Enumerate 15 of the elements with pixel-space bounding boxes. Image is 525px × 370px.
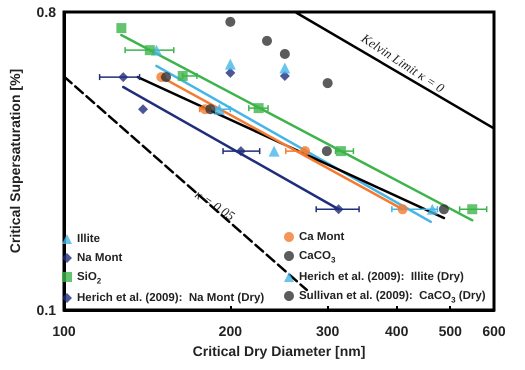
x-tick-label: 300 (316, 323, 340, 339)
legend-label: Ca Mont (299, 231, 345, 243)
x-tick-label: 100 (52, 323, 76, 339)
y-tick-label: 0.8 (36, 4, 56, 20)
legend-label: Illite (77, 233, 100, 245)
y-axis-title: Critical Supersaturation [%] (7, 68, 23, 254)
y-tick-label: 0.1 (36, 302, 56, 318)
legend-label: Herich et al. (2009): Na Mont (Dry) (77, 292, 264, 304)
x-tick-label: 200 (218, 323, 242, 339)
legend-label: Herich et al. (2009): Illite (Dry) (299, 271, 464, 283)
legend-label: Na Mont (77, 252, 123, 264)
x-tick-label: 600 (482, 323, 506, 339)
x-tick-label: 500 (438, 323, 462, 339)
x-tick-label: 400 (385, 323, 409, 339)
x-axis-title: Critical Dry Diameter [nm] (192, 343, 366, 359)
